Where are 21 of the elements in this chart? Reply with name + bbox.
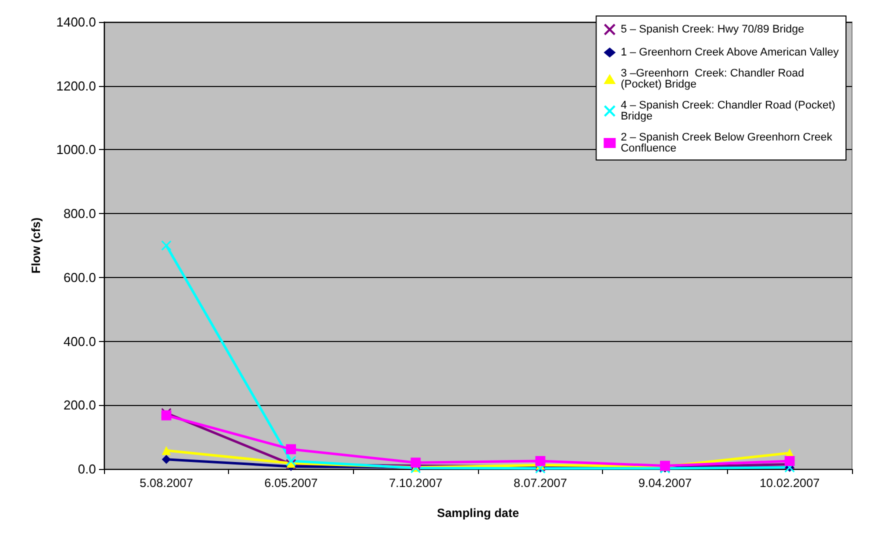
x-tick-label: 7.10.2007 bbox=[388, 476, 443, 490]
legend-label: 4 – Spanish Creek: Chandler Road (Pocket) Bridge bbox=[620, 100, 838, 122]
x-tick-label: 10.02.2007 bbox=[760, 476, 820, 490]
y-axis-title: Flow (cfs) bbox=[29, 218, 43, 274]
y-tick-label: 800.0 bbox=[63, 206, 96, 222]
x-tick-label: 9.04.2007 bbox=[638, 476, 692, 490]
x-tick-label: 5.08.2007 bbox=[140, 476, 194, 490]
legend-label: 1 – Greenhorn Creek Above American Valley bbox=[620, 46, 840, 58]
y-tick-label: 1000.0 bbox=[56, 142, 96, 158]
legend-label: 3 –Greenhorn Creek: Chandler Road (Pocket) Bridge bbox=[620, 68, 808, 90]
legend-label: 2 – Spanish Creek Below Greenhorn Creek Confluence bbox=[620, 132, 836, 154]
x-tick-label: 6.05.2007 bbox=[264, 476, 318, 490]
x-axis-title: Sampling date bbox=[436, 506, 520, 520]
y-tick-label: 200.0 bbox=[63, 398, 96, 413]
x-tick-label: 8.07.2007 bbox=[514, 476, 568, 490]
legend-label: 5 – Spanish Creek: Hwy 70/89 Bridge bbox=[620, 24, 804, 36]
y-tick-label: 400.0 bbox=[63, 334, 96, 349]
y-tick-label: 600.0 bbox=[63, 270, 96, 285]
y-tick-label: 1400.0 bbox=[56, 14, 96, 30]
y-tick-label: 1200.0 bbox=[56, 78, 96, 94]
y-tick-label: 0.0 bbox=[78, 462, 96, 476]
